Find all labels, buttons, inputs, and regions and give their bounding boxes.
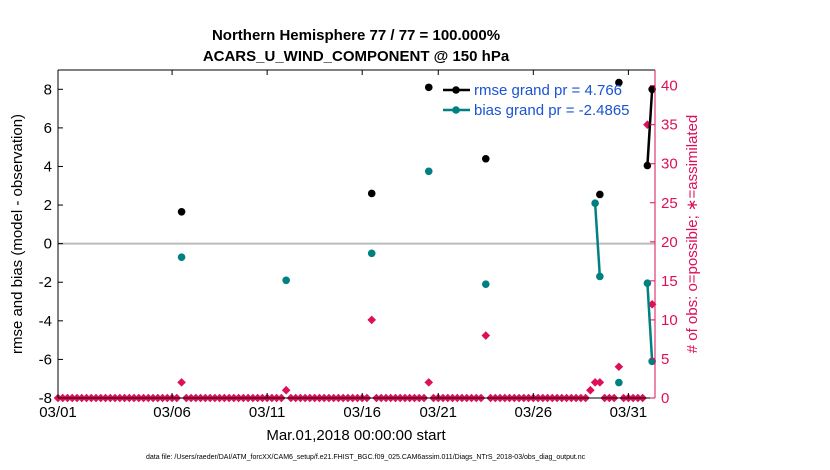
legend-label: rmse grand pr = 4.766 <box>474 82 622 99</box>
y-tick-label: -2 <box>39 274 52 291</box>
y2-tick-label: 35 <box>661 117 678 134</box>
axes: -8 -6 -4 -2 0 2 4 6 8 0 5 10 15 20 25 30 35 40 03/01 03/06 0… <box>39 69 678 421</box>
y2-tick-label: 0 <box>661 390 669 407</box>
y2-tick-label: 10 <box>661 312 678 329</box>
y-tick-label: -4 <box>39 313 52 330</box>
y-tick-label: 6 <box>44 120 52 137</box>
bias-point <box>591 199 599 207</box>
y-tick-label: 4 <box>44 158 52 175</box>
rmse-point <box>615 78 623 87</box>
x-axis-label: Mar.01,2018 00:00:00 start <box>266 427 446 444</box>
bias-point <box>177 253 186 261</box>
rmse-point <box>481 154 490 163</box>
y-tick-label: -6 <box>39 351 52 368</box>
obs-count-point <box>614 362 624 372</box>
x-tick-label: 03/16 <box>343 404 381 421</box>
chart-subtitle: ACARS_U_WIND_COMPONENT @ 150 hPa <box>203 48 510 65</box>
bias-point <box>424 167 433 176</box>
y-tick-label: -8 <box>39 390 52 407</box>
rmse-point <box>367 189 376 198</box>
bias-line-segment <box>646 283 654 362</box>
legend: rmse grand pr = 4.766 bias grand pr = -2.… <box>443 82 630 119</box>
x-tick-label: 03/26 <box>515 404 553 421</box>
obs-count-point <box>595 378 605 387</box>
y2-tick-label: 40 <box>661 78 678 95</box>
bias-point <box>481 280 490 288</box>
legend-marker <box>452 86 460 94</box>
obs-count-point <box>647 299 657 309</box>
plot-background <box>58 70 655 398</box>
obs-count-point <box>367 315 377 325</box>
bias-point <box>596 272 604 281</box>
rmse-line-segment <box>646 89 654 166</box>
y-tick-label: 0 <box>44 236 52 253</box>
bias-point <box>367 249 376 258</box>
rmse-point <box>177 208 186 216</box>
legend-marker <box>452 106 460 114</box>
x-tick-label: 03/01 <box>39 404 77 421</box>
obs-count-point <box>590 378 600 387</box>
obs-count-point <box>424 378 434 387</box>
rmse-point <box>424 83 433 92</box>
rmse-point <box>643 161 652 170</box>
y-tick-label: 2 <box>44 197 52 214</box>
x-tick-label: 03/21 <box>419 404 457 421</box>
x-tick-label: 03/06 <box>153 404 191 421</box>
rmse-point <box>648 85 656 94</box>
plot-area <box>58 70 655 398</box>
y2-tick-label: 25 <box>661 195 678 212</box>
bias-point <box>643 279 652 288</box>
rmse-point <box>596 190 604 199</box>
y2-tick-label: 30 <box>661 156 678 173</box>
x-tick-label: 03/11 <box>249 404 285 421</box>
y2-tick-label: 5 <box>661 351 669 368</box>
obs-count-point <box>177 378 186 387</box>
obs-count-point <box>586 385 595 395</box>
data-file-footnote: data file: /Users/raeder/DAI/ATM_forcXX/… <box>146 454 586 461</box>
y-tick-label: 8 <box>44 81 52 98</box>
bias-line-segment <box>593 203 602 277</box>
y-axis-label: rmse and bias (model - observation) <box>9 114 26 354</box>
y2-tick-label: 20 <box>661 234 678 251</box>
x-tick-label: 03/31 <box>610 404 648 421</box>
bias-point <box>282 276 290 285</box>
legend-label: bias grand pr = -2.4865 <box>474 102 630 119</box>
y2-tick-label: 15 <box>661 273 678 290</box>
y2-axis-label: # of obs: o=possible; ∗=assimilated <box>684 115 701 354</box>
obs-count-point <box>643 120 652 129</box>
chart-title: Northern Hemisphere 77 / 77 = 100.000% <box>212 27 500 44</box>
bias-point <box>615 378 623 387</box>
obs-count-point <box>481 331 491 340</box>
obs-count-point <box>281 385 291 395</box>
